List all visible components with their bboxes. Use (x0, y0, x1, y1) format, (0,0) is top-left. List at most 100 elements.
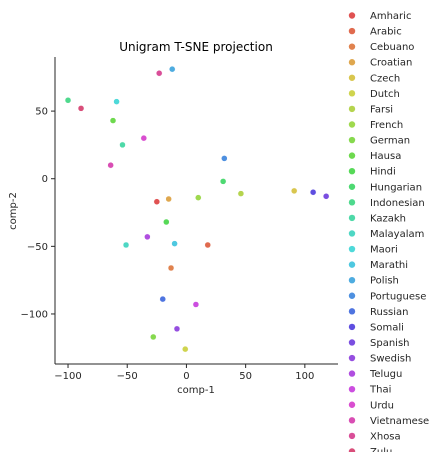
legend-label: Arabic (370, 27, 402, 38)
legend-marker (348, 121, 356, 128)
legend-item-cebuano: Cebuano (348, 42, 414, 53)
legend-label: Zulu (370, 447, 392, 452)
legend-marker (348, 245, 356, 253)
legend-marker (348, 385, 356, 393)
point-polish (168, 65, 176, 73)
point-czech (290, 187, 298, 195)
legend-marker (348, 152, 356, 159)
legend-marker (348, 168, 356, 175)
y-ticks: −100 −50 0 50 (21, 107, 55, 320)
legend-label: German (370, 136, 410, 147)
point-german (150, 333, 157, 341)
legend-label: Russian (370, 307, 409, 318)
legend-marker (348, 354, 356, 362)
legend-item-xhosa: Xhosa (348, 431, 401, 442)
legend-label: Vietnamese (370, 416, 429, 427)
legend-item-portuguese: Portuguese (348, 291, 426, 302)
legend-label: Spanish (370, 338, 410, 349)
point-telugu (144, 233, 151, 241)
legend-label: Xhosa (370, 431, 401, 442)
point-french (195, 194, 202, 201)
x-tick-label: 0 (183, 371, 189, 382)
legend-label: Czech (370, 73, 400, 84)
y-tick-label: −100 (21, 309, 48, 320)
legend-label: Urdu (370, 400, 394, 411)
point-hindi (163, 218, 170, 226)
point-maori (113, 98, 120, 105)
y-tick-label: 50 (35, 107, 48, 118)
y-axis-title: comp-2 (8, 192, 19, 230)
legend-item-spanish: Spanish (348, 338, 410, 349)
legend-marker (348, 214, 356, 222)
legend-item-czech: Czech (348, 73, 400, 84)
chart-title: Unigram T-SNE projection (119, 40, 273, 54)
legend-marker (348, 261, 356, 268)
legend-item-malayalam: Malayalam (348, 229, 424, 240)
legend-marker (348, 432, 356, 440)
point-kazakh (119, 141, 126, 149)
legend-label: Dutch (370, 89, 400, 100)
legend-item-maori: Maori (348, 245, 398, 256)
point-marathi (171, 240, 178, 247)
point-hungarian (219, 178, 227, 185)
point-cebuano (167, 264, 175, 272)
legend-marker (348, 230, 356, 237)
legend-item-russian: Russian (348, 307, 409, 318)
legend-item-marathi: Marathi (348, 260, 408, 271)
x-tick-label: 50 (239, 371, 252, 382)
legend: Amharic Arabic Cebuano Croatian Czech Dutch Fa… (348, 11, 429, 452)
legend-label: Swedish (370, 354, 411, 365)
legend-label: Somali (370, 322, 404, 333)
legend-label: Amharic (370, 11, 411, 22)
legend-label: Thai (369, 385, 391, 396)
legend-marker (348, 370, 356, 377)
legend-item-swedish: Swedish (348, 354, 411, 365)
legend-marker (348, 136, 356, 144)
point-thai (192, 301, 200, 308)
legend-label: Indonesian (370, 198, 425, 209)
legend-item-dutch: Dutch (348, 89, 400, 100)
legend-item-farsi: Farsi (348, 104, 393, 115)
legend-marker (348, 417, 356, 424)
legend-label: Farsi (370, 104, 393, 115)
legend-label: Portuguese (370, 291, 426, 302)
point-malayalam (122, 241, 130, 249)
legend-item-kazakh: Kazakh (348, 213, 406, 224)
legend-item-hindi: Hindi (348, 167, 396, 178)
legend-label: Cebuano (370, 42, 414, 53)
point-somali (309, 188, 317, 196)
legend-label: Hungarian (370, 182, 422, 193)
legend-marker (348, 292, 356, 299)
point-portuguese (221, 155, 228, 162)
legend-item-polish: Polish (348, 276, 399, 287)
legend-label: Polish (370, 276, 399, 287)
legend-marker (348, 401, 356, 408)
point-russian (159, 295, 167, 303)
legend-marker (348, 276, 356, 284)
point-arabic (204, 241, 211, 249)
legend-item-german: German (348, 136, 410, 147)
legend-marker (348, 105, 356, 113)
legend-marker (348, 74, 356, 81)
legend-label: Hausa (370, 151, 401, 162)
legend-item-indonesian: Indonesian (348, 198, 425, 209)
point-amharic (153, 198, 161, 205)
legend-label: Maori (370, 245, 398, 256)
legend-marker (348, 448, 356, 452)
legend-marker (348, 199, 356, 206)
legend-label: French (370, 120, 403, 131)
legend-marker (348, 27, 356, 35)
legend-label: Kazakh (370, 213, 406, 224)
legend-marker (348, 59, 356, 66)
point-indonesian (64, 97, 72, 104)
legend-item-zulu: Zulu (348, 447, 392, 452)
legend-marker (348, 323, 356, 331)
point-farsi (237, 190, 245, 197)
x-ticks: −100 −50 0 50 100 (54, 364, 314, 382)
point-xhosa (155, 69, 163, 77)
point-vietnamese (107, 161, 114, 169)
axes (54, 57, 338, 365)
legend-item-hungarian: Hungarian (348, 182, 422, 193)
point-zulu (77, 105, 85, 112)
legend-item-amharic: Amharic (348, 11, 411, 22)
